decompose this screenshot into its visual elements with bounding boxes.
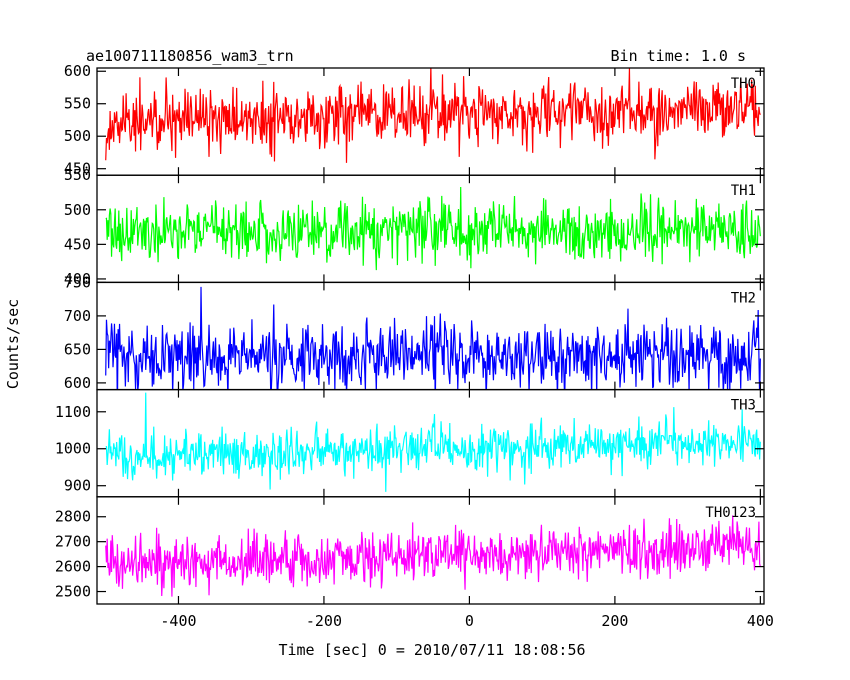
x-tick-labels: -400 -200 0 200 400: [160, 612, 774, 630]
y-tick-label-th0: 450: [64, 160, 91, 178]
panel-label-th2: TH2: [731, 290, 756, 306]
y-tick-label-th0123: 2500: [55, 583, 91, 601]
x-tick-label: -200: [306, 612, 342, 630]
panel-th1: 400 450 500 550 TH1: [64, 166, 765, 288]
series-line-th3: [105, 392, 761, 492]
y-tick-label-th1: 450: [64, 235, 91, 253]
y-tick-label-th3: 1000: [55, 440, 91, 458]
y-tick-label-th2: 650: [64, 340, 91, 358]
y-tick-label-th0123: 2800: [55, 508, 91, 526]
x-axis-label: Time [sec] 0 = 2010/07/11 18:08:56: [278, 641, 585, 659]
x-tick-label: 200: [601, 612, 628, 630]
panel-frame-th0123: [96, 496, 765, 605]
panel-label-th0: TH0: [731, 76, 756, 92]
y-tick-label-th1: 500: [64, 201, 91, 219]
x-tick-label: 0: [465, 612, 474, 630]
panel-th3: 900 1000 1100 TH3: [55, 388, 765, 498]
panel-th0: 450 500 550 600 TH0: [64, 62, 765, 178]
panel-label-th0123: TH0123: [705, 505, 756, 521]
y-tick-label-th2: 700: [64, 307, 91, 325]
panel-th0123: 2500 2600 2700 2800 TH0123: [55, 496, 765, 605]
series-line-th2: [105, 286, 761, 390]
y-tick-label-th2: 600: [64, 374, 91, 392]
bin-time-label: Bin time: 1.0 s: [611, 47, 746, 65]
y-tick-label-th0123: 2700: [55, 533, 91, 551]
series-line-th0: [105, 68, 761, 163]
x-tick-label: -400: [160, 612, 196, 630]
panels: 450 500 550 600 TH0 400 450 500 550 TH1 600 650 700 7…: [55, 62, 765, 605]
x-tick-label: 400: [747, 612, 774, 630]
panel-label-th1: TH1: [731, 183, 756, 199]
y-tick-label-th3: 1100: [55, 403, 91, 421]
y-tick-label-th1: 550: [64, 166, 91, 184]
series-line-th1: [105, 187, 761, 271]
y-tick-label-th2: 750: [64, 273, 91, 291]
y-tick-label-th1: 400: [64, 270, 91, 288]
y-tick-label-th0: 550: [64, 95, 91, 113]
series-line-th0123: [105, 515, 761, 597]
panel-label-th3: TH3: [731, 398, 756, 414]
panel-th2: 600 650 700 750 TH2: [64, 273, 765, 392]
y-axis-label: Counts/sec: [4, 299, 22, 389]
y-tick-label-th0123: 2600: [55, 558, 91, 576]
y-tick-label-th0: 500: [64, 127, 91, 145]
y-tick-label-th3: 900: [64, 477, 91, 495]
chart-title: ae100711180856_wam3_trn: [86, 47, 294, 65]
y-tick-label-th0: 600: [64, 62, 91, 80]
